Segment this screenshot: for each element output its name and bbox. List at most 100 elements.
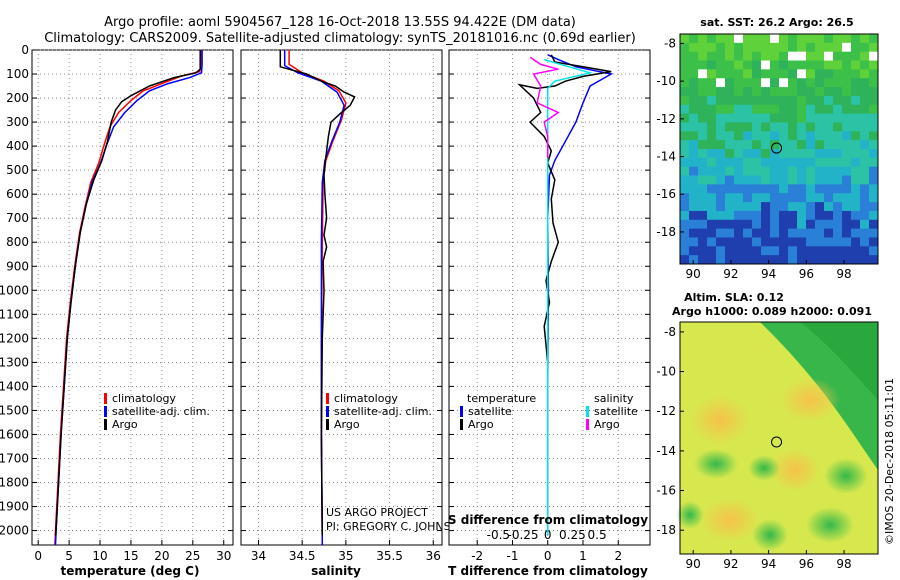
sst-cell [797,60,807,70]
sst-cell [779,210,789,221]
sst-cell [698,237,708,247]
sst-cell [752,210,762,221]
sst-cell [779,34,789,44]
sst-cell [734,34,744,44]
sst-cell [743,219,753,230]
sst-cell [833,69,843,79]
sst-cell [788,87,798,97]
sst-cell [770,166,780,176]
sst-cell [788,140,798,150]
sst-cell [761,131,771,141]
sst-cell [716,193,726,203]
sst-cell [743,228,753,238]
sst-cell [779,95,789,106]
sst-cell [743,60,753,70]
sst-cell [752,42,762,53]
sst-cell [869,202,879,212]
sst-cell [689,210,699,221]
salinity-xlabel: salinity [311,564,361,578]
sst-cell [806,219,816,230]
map-x-tick-label: 92 [723,557,738,571]
sst-cell [770,246,780,256]
sst-cell [725,95,735,106]
sst-cell [833,157,843,168]
sst-cell [689,95,699,106]
sst-cell [779,193,789,203]
sst-cell [842,237,852,247]
salinity-frame [240,49,443,546]
legend-argo: Argo [112,418,138,431]
sst-cell [743,87,753,97]
sst-cell [860,228,870,238]
sst-cell [743,78,753,88]
sst-cell [851,95,861,106]
sst-cell [869,60,879,70]
sst-cell [797,202,807,212]
sst-cell [869,184,879,194]
sst-cell [833,246,843,256]
sst-cell [743,34,753,44]
sst-cell [869,166,879,176]
sst-cell [689,60,699,70]
s-diff-tick-label: 0.5 [588,528,607,542]
sst-cell [716,87,726,97]
sst-cell [824,78,834,88]
sst-cell [689,157,699,168]
sst-cell [743,184,753,194]
map-x-tick-label: 98 [836,557,851,571]
sst-cell [743,122,753,132]
sla-argo-position-marker [771,436,783,448]
sst-cell [788,175,798,185]
sst-cell [860,193,870,203]
sst-cell [842,60,852,70]
sst-cell [725,184,735,194]
sla-map-panel: Altim. SLA: 0.12 Argo h1000: 0.089 h2000… [656,291,879,571]
sst-cell [815,237,825,247]
sst-cell [842,69,852,79]
series-line-salinity-argo [529,56,560,159]
sst-cell [680,95,690,106]
sst-cell [833,149,843,159]
sst-cell [734,87,744,97]
sst-cell [842,228,852,238]
sst-cell [833,34,843,44]
credit-line-2: PI: GREGORY C. JOHNSON [326,520,467,533]
sst-cell [779,149,789,159]
sst-cell [734,113,744,123]
sst-cell [761,255,771,265]
sst-cell [806,60,816,70]
sst-cell [725,219,735,230]
sst-cell [698,51,708,61]
sst-cell [761,78,771,88]
sst-cell [806,95,816,106]
sst-cell [698,34,708,44]
sst-cell [725,202,735,212]
sst-cell [806,51,816,61]
sst-cell [689,255,699,265]
sst-cell [797,51,807,61]
sst-cell [761,122,771,132]
sst-cell [734,166,744,176]
sst-cell [716,95,726,106]
sst-cell [689,149,699,159]
y-tick-label: 500 [6,163,29,177]
sst-cell [779,184,789,194]
sst-cell [851,219,861,230]
sst-cell [725,140,735,150]
sst-cell [815,69,825,79]
sst-cell [860,51,870,61]
sst-cell [860,42,870,53]
sst-cell [815,228,825,238]
sst-cell [869,219,879,230]
sst-cell [833,166,843,176]
sst-cell [797,255,807,265]
sst-cell [824,210,834,221]
sst-cell [716,69,726,79]
sst-cell [707,255,717,265]
sst-cell [725,175,735,185]
sst-cell [788,122,798,132]
sst-cell [824,113,834,123]
sst-cell [725,166,735,176]
y-tick-label: 400 [6,139,29,153]
sst-cell [797,149,807,159]
